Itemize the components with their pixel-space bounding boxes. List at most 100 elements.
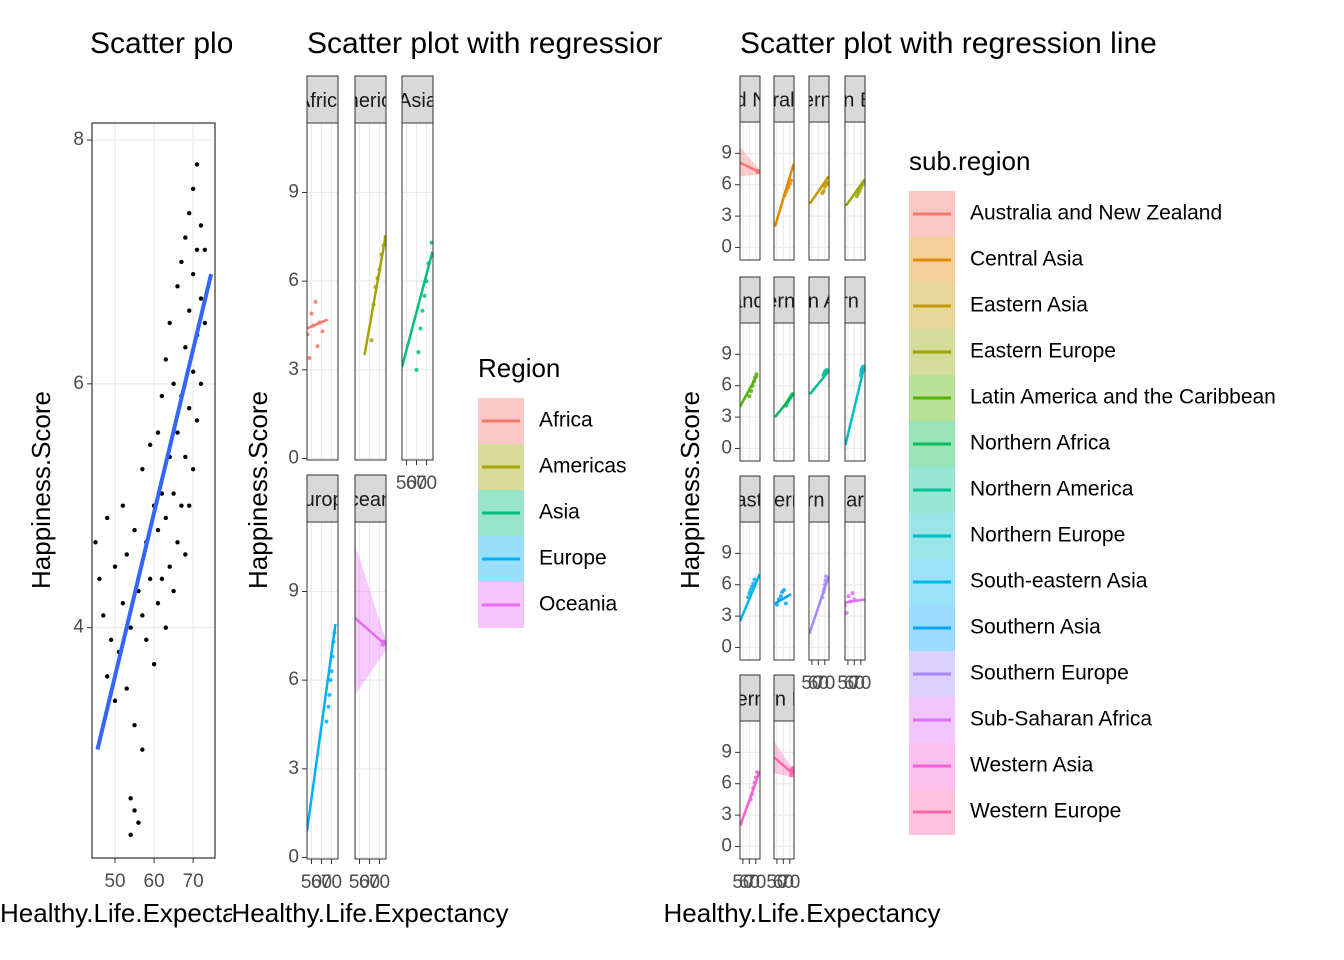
x-tick-label: 50 <box>766 872 787 893</box>
panel-background <box>402 123 433 460</box>
y-tick-label: 0 <box>721 636 732 657</box>
y-tick-label: 0 <box>721 835 732 856</box>
point <box>140 747 145 752</box>
point <box>179 503 184 508</box>
strip <box>306 474 339 523</box>
point <box>850 591 855 596</box>
legend-label: Central Asia <box>970 248 1084 271</box>
x-tick-label: 60 <box>406 473 427 494</box>
x-tick-label: 70 <box>416 473 437 494</box>
chart-title: Scatter plot with regression line <box>307 27 724 60</box>
legend-label: Europe <box>539 547 607 570</box>
legend-label: Western Europe <box>970 800 1121 823</box>
point <box>194 162 200 167</box>
strip <box>739 276 761 324</box>
point <box>324 719 329 724</box>
point <box>183 454 188 460</box>
point <box>175 540 180 545</box>
point <box>194 418 200 423</box>
strip <box>773 75 795 123</box>
point <box>307 356 312 361</box>
x-tick-label: 60 <box>844 673 865 694</box>
y-tick-label: 3 <box>288 359 299 380</box>
legend-label: Eastern Asia <box>970 294 1088 317</box>
chart-title: Scatter plot with regression line <box>740 27 1157 60</box>
point <box>782 587 786 592</box>
panel-background <box>809 522 829 660</box>
strip-label: Southern Europe <box>743 489 894 511</box>
point <box>845 610 849 615</box>
point <box>155 601 161 606</box>
point <box>171 381 176 387</box>
strip <box>354 75 387 124</box>
x-axis-title: Healthy.Life.Expectancy <box>664 898 941 928</box>
x-axis-title: Healthy.Life.Expectancy <box>0 898 277 928</box>
point <box>147 576 153 582</box>
strip <box>401 75 434 124</box>
point <box>307 332 310 337</box>
strip <box>773 674 795 722</box>
x-tick-label: 70 <box>321 872 342 893</box>
point <box>420 308 425 313</box>
panel-background <box>355 522 386 859</box>
legend-title: Region <box>478 353 560 383</box>
strip <box>739 674 761 722</box>
point <box>128 832 133 838</box>
point <box>754 372 759 377</box>
point <box>147 442 153 447</box>
point <box>429 240 433 245</box>
point <box>163 357 168 362</box>
strip-label: Northern Europe <box>781 290 929 312</box>
panel-background <box>774 122 794 260</box>
point <box>747 394 752 399</box>
y-tick-label: 3 <box>721 205 732 226</box>
point <box>132 808 137 813</box>
point <box>159 576 165 582</box>
y-tick-label: 0 <box>721 437 732 458</box>
strip-label: Sub-Saharan Africa <box>768 489 942 511</box>
panel-background <box>740 122 760 260</box>
legend-label: Asia <box>539 501 580 524</box>
point <box>151 661 157 667</box>
y-tick-label: 3 <box>721 406 732 427</box>
panel-background <box>740 721 760 859</box>
point <box>128 796 133 801</box>
point <box>183 235 188 240</box>
strip-label: Western Europe <box>712 688 856 710</box>
point <box>202 247 208 252</box>
strip-label: Asia <box>398 90 438 112</box>
point <box>175 430 180 435</box>
regression-line <box>809 175 829 205</box>
strip-label: Northern Africa <box>717 290 851 312</box>
y-tick-label: 8 <box>73 129 84 150</box>
x-tick-label: 70 <box>745 872 766 893</box>
x-tick-label: 50 <box>104 871 125 892</box>
x-tick-label: 70 <box>369 872 390 893</box>
y-tick-label: 9 <box>288 181 299 202</box>
point <box>163 625 168 630</box>
point <box>752 577 757 582</box>
point <box>112 564 118 569</box>
x-tick-label: 70 <box>850 673 871 694</box>
legend-label: Eastern Europe <box>970 340 1116 363</box>
point <box>171 588 176 594</box>
point <box>418 326 423 331</box>
y-tick-label: 9 <box>721 741 732 762</box>
legend-label: Latin America and the Caribbean <box>970 386 1276 409</box>
panel-background <box>355 123 386 460</box>
point <box>140 466 145 472</box>
point <box>315 344 320 349</box>
x-tick-label: 60 <box>311 872 332 893</box>
x-tick-label: 70 <box>779 872 800 893</box>
point <box>155 430 161 435</box>
point <box>414 367 419 372</box>
point <box>183 345 188 350</box>
point <box>155 527 161 533</box>
point <box>422 293 427 298</box>
point <box>198 381 204 387</box>
point <box>320 329 325 334</box>
panel-border <box>91 122 216 859</box>
panel-background <box>307 123 338 460</box>
point <box>159 393 165 399</box>
